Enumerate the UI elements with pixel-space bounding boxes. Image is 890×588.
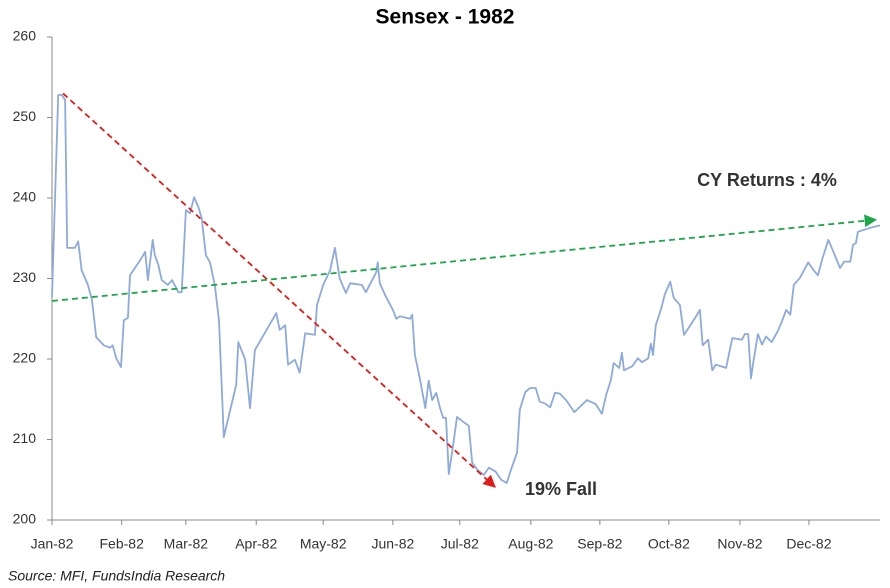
x-tick-label: Jul-82 (441, 536, 479, 552)
chart-title: Sensex - 1982 (376, 6, 515, 29)
y-tick-label: 240 (13, 189, 37, 205)
annotation: CY Returns : 4% (697, 170, 837, 190)
x-tick-label: Jun-82 (371, 536, 414, 552)
x-tick-label: Nov-82 (717, 536, 762, 552)
annotation: 19% Fall (525, 479, 597, 499)
y-tick-label: 230 (13, 269, 37, 285)
x-tick-label: Oct-82 (648, 536, 690, 552)
x-tick-label: May-82 (300, 536, 347, 552)
y-tick-label: 210 (13, 430, 37, 446)
y-tick-label: 250 (13, 108, 37, 124)
x-tick-label: Sep-82 (577, 536, 622, 552)
x-tick-label: Jan-82 (31, 536, 74, 552)
trend-line (51, 214, 878, 302)
y-tick-label: 260 (13, 28, 37, 44)
x-tick-label: Aug-82 (508, 536, 553, 552)
y-tick-label: 220 (13, 350, 37, 366)
x-tick-label: Apr-82 (235, 536, 277, 552)
x-tick-label: Mar-82 (164, 536, 209, 552)
y-tick-label: 200 (13, 511, 37, 527)
source-note: Source: MFI, FundsIndia Research (8, 568, 225, 584)
x-tick-label: Feb-82 (100, 536, 145, 552)
trend-line (62, 92, 496, 488)
x-tick-label: Dec-82 (786, 536, 831, 552)
